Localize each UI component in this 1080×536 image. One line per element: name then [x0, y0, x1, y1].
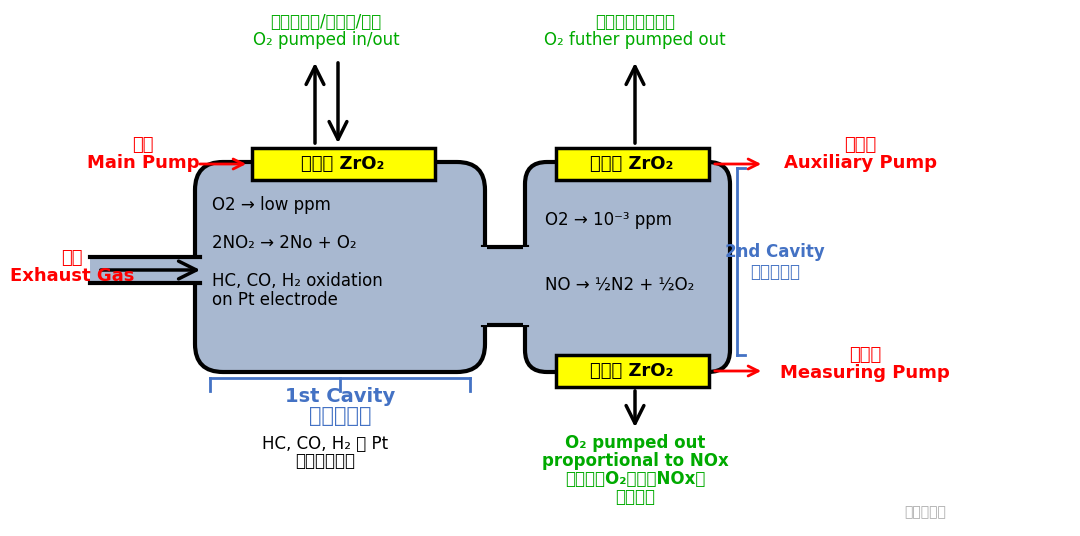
Text: O₂ futher pumped out: O₂ futher pumped out: [544, 31, 726, 49]
Text: 第二测量室: 第二测量室: [750, 263, 800, 281]
Text: HC, CO, H₂ oxidation: HC, CO, H₂ oxidation: [212, 272, 382, 290]
Text: proportional to NOx: proportional to NOx: [542, 452, 728, 470]
Text: Exhaust Gas: Exhaust Gas: [10, 267, 134, 285]
Text: 主泵: 主泵: [132, 136, 153, 154]
Text: 氧气泵 ZrO₂: 氧气泵 ZrO₂: [591, 362, 674, 380]
Text: 氧气被泵进/出（浓/稀）: 氧气被泵进/出（浓/稀）: [270, 13, 381, 31]
Bar: [483, 247, 527, 325]
Text: on Pt electrode: on Pt electrode: [212, 291, 338, 309]
Text: 附加泵: 附加泵: [843, 136, 876, 154]
Text: 测量泵: 测量泵: [849, 346, 881, 364]
Text: 氧气泵 ZrO₂: 氧气泵 ZrO₂: [301, 155, 384, 173]
Text: O2 → 10⁻³ ppm: O2 → 10⁻³ ppm: [545, 211, 672, 229]
Text: O₂ pumped out: O₂ pumped out: [565, 434, 705, 452]
Bar: [523, 247, 531, 325]
Text: NO → ½N2 + ½O₂: NO → ½N2 + ½O₂: [545, 276, 694, 294]
Bar: [252, 148, 435, 180]
FancyBboxPatch shape: [525, 162, 730, 372]
Text: HC, CO, H₂ 在 Pt: HC, CO, H₂ 在 Pt: [262, 435, 388, 453]
Bar: [556, 148, 708, 180]
Bar: [480, 247, 487, 325]
Text: 2nd Cavity: 2nd Cavity: [725, 243, 825, 261]
Text: Main Pump: Main Pump: [86, 154, 199, 172]
Text: 艾邦陶瓷展: 艾邦陶瓷展: [904, 505, 946, 519]
FancyBboxPatch shape: [195, 162, 485, 372]
Bar: [556, 355, 708, 387]
Text: 氧气泵 ZrO₂: 氧气泵 ZrO₂: [591, 155, 674, 173]
Text: 氧气进一步被泵出: 氧气进一步被泵出: [595, 13, 675, 31]
Text: O2 → low ppm: O2 → low ppm: [212, 196, 330, 214]
Text: 2NO₂ → 2No + O₂: 2NO₂ → 2No + O₂: [212, 234, 356, 252]
Text: Auxiliary Pump: Auxiliary Pump: [783, 154, 936, 172]
Text: 被泵出的O₂含量与NOx含: 被泵出的O₂含量与NOx含: [565, 470, 705, 488]
Bar: [90, 257, 200, 283]
Text: 量成正比: 量成正比: [615, 488, 654, 506]
Text: Measuring Pump: Measuring Pump: [780, 364, 950, 382]
Text: 尾气: 尾气: [62, 249, 83, 267]
Text: O₂ pumped in/out: O₂ pumped in/out: [253, 31, 400, 49]
Text: 1st Cavity: 1st Cavity: [285, 386, 395, 406]
Text: 第一测量室: 第一测量室: [309, 406, 372, 426]
Text: 电极上被氧化: 电极上被氧化: [295, 452, 355, 470]
